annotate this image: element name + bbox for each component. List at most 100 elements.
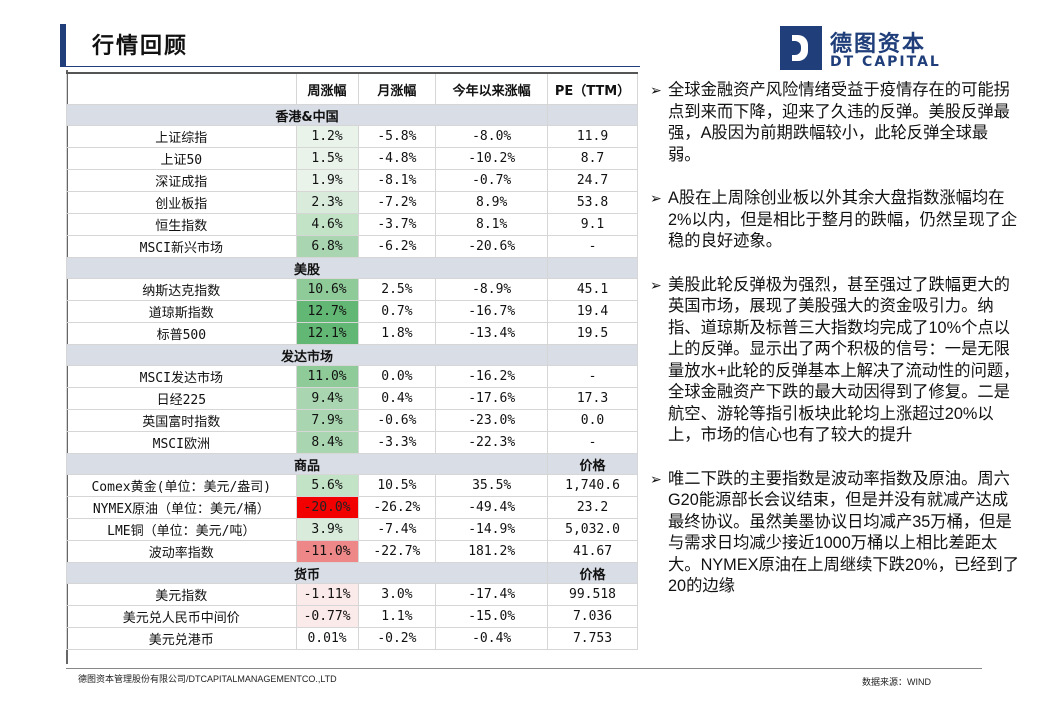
row-ytd-change: -8.0% xyxy=(435,125,549,148)
row-pe-price: 41.67 xyxy=(547,540,638,563)
row-ytd-change: -17.4% xyxy=(435,583,549,606)
row-week-change: 10.6% xyxy=(295,278,359,301)
arrow-icon: ➢ xyxy=(650,82,662,98)
row-month-change: -7.2% xyxy=(357,191,437,214)
logo-en-text: DT CAPITAL xyxy=(830,54,941,70)
row-ytd-change: -14.9% xyxy=(435,518,549,541)
row-ytd-change: -23.0% xyxy=(435,409,549,432)
table-row: 上证50 1.5% -4.8% -10.2% 8.7 xyxy=(66,147,638,170)
row-pe-price: 1,740.6 xyxy=(547,474,638,497)
row-month-change: 0.4% xyxy=(357,387,437,410)
row-month-change: 10.5% xyxy=(357,474,437,497)
row-pe-price: 8.7 xyxy=(547,147,638,170)
table-row: 美元指数 -1.11% 3.0% -17.4% 99.518 xyxy=(66,583,638,606)
section-title: 货币 xyxy=(65,562,549,584)
section-header-row: 香港&中国 xyxy=(65,104,638,126)
section-header-row: 货币 价格 xyxy=(65,562,638,584)
commentary-bullets: ➢ 全球金融资产风险情绪受益于疫情存在的可能拐点到来而下降，迎来了久违的反弹。美股… xyxy=(650,80,1020,620)
row-month-change: 0.7% xyxy=(357,300,437,323)
row-ytd-change: -16.2% xyxy=(435,365,549,388)
table-row: MSCI新兴市场 6.8% -6.2% -20.6% - xyxy=(66,235,638,258)
row-pe-price: 7.753 xyxy=(547,627,638,650)
row-month-change: -3.7% xyxy=(357,213,437,236)
table-row: 英国富时指数 7.9% -0.6% -23.0% 0.0 xyxy=(66,409,638,432)
company-logo: 德图资本 DT CAPITAL xyxy=(780,26,960,72)
row-ytd-change: 8.1% xyxy=(435,213,549,236)
row-pe-price: 19.4 xyxy=(547,300,638,323)
title-underline xyxy=(60,66,640,67)
row-week-change: 1.2% xyxy=(295,125,359,148)
section-price-label xyxy=(547,104,638,126)
table-row: 标普500 12.1% 1.8% -13.4% 19.5 xyxy=(66,322,638,345)
section-header-row: 商品 价格 xyxy=(65,453,638,475)
row-pe-price: 9.1 xyxy=(547,213,638,236)
row-ytd-change: -0.7% xyxy=(435,169,549,192)
section-price-label xyxy=(547,344,638,366)
bullet-text: A股在上周除创业板以外其余大盘指数涨幅均在2%以内，但是相比于整月的跌幅，仍然呈… xyxy=(668,189,1018,250)
footer-source: 数据来源：WIND xyxy=(862,677,931,687)
table-row: 纳斯达克指数 10.6% 2.5% -8.9% 45.1 xyxy=(66,278,638,301)
row-month-change: -5.8% xyxy=(357,125,437,148)
table-row: Comex黄金(单位：美元/盎司) 5.6% 10.5% 35.5% 1,740.6 xyxy=(66,474,638,497)
section-title: 发达市场 xyxy=(65,344,549,366)
row-pe-price: 24.7 xyxy=(547,169,638,192)
table-body: 香港&中国 上证综指 1.2% -5.8% -8.0% 11.9 上证50 1.5% -4.8%… xyxy=(65,104,638,650)
footer-divider xyxy=(66,668,982,669)
row-week-change: -11.0% xyxy=(295,540,359,563)
row-name: 美元兑人民币中间价 xyxy=(66,605,297,628)
row-ytd-change: -49.4% xyxy=(435,496,549,519)
bullet-item: ➢ 唯二下跌的主要指数是波动率指数及原油。周六G20能源部长会议结束，但是并没有就… xyxy=(650,469,1020,598)
row-week-change: -0.77% xyxy=(295,605,359,628)
table-row: 创业板指 2.3% -7.2% 8.9% 53.8 xyxy=(66,191,638,214)
row-pe-price: 7.036 xyxy=(547,605,638,628)
row-ytd-change: -15.0% xyxy=(435,605,549,628)
section-title: 商品 xyxy=(65,453,549,475)
row-name: 波动率指数 xyxy=(66,540,297,563)
row-week-change: 9.4% xyxy=(295,387,359,410)
row-week-change: 5.6% xyxy=(295,474,359,497)
header-month: 月涨幅 xyxy=(357,72,437,105)
table-row: 波动率指数 -11.0% -22.7% 181.2% 41.67 xyxy=(66,540,638,563)
row-pe-price: 5,032.0 xyxy=(547,518,638,541)
row-ytd-change: -22.3% xyxy=(435,431,549,454)
row-week-change: 3.9% xyxy=(295,518,359,541)
bullet-item: ➢ A股在上周除创业板以外其余大盘指数涨幅均在2%以内，但是相比于整月的跌幅，仍然… xyxy=(650,188,1020,253)
row-ytd-change: 35.5% xyxy=(435,474,549,497)
row-week-change: -20.0% xyxy=(295,496,359,519)
table-row: MSCI发达市场 11.0% 0.0% -16.2% - xyxy=(66,365,638,388)
section-price-label: 价格 xyxy=(547,562,638,584)
row-ytd-change: 181.2% xyxy=(435,540,549,563)
table-row: NYMEX原油（单位：美元/桶） -20.0% -26.2% -49.4% 23.2 xyxy=(66,496,638,519)
row-pe-price: 53.8 xyxy=(547,191,638,214)
row-name: NYMEX原油（单位：美元/桶） xyxy=(66,496,297,519)
row-month-change: -8.1% xyxy=(357,169,437,192)
row-name: 日经225 xyxy=(66,387,297,410)
row-pe-price: - xyxy=(547,365,638,388)
page-title: 行情回顾 xyxy=(92,33,189,59)
row-week-change: 4.6% xyxy=(295,213,359,236)
bullet-item: ➢ 美股此轮反弹极为强烈，甚至强过了跌幅更大的英国市场，展现了美股强大的资金吸引力… xyxy=(650,275,1020,447)
arrow-icon: ➢ xyxy=(650,276,662,293)
table-row: 道琼斯指数 12.7% 0.7% -16.7% 19.4 xyxy=(66,300,638,323)
row-name: 创业板指 xyxy=(66,191,297,214)
row-name: 标普500 xyxy=(66,322,297,345)
row-name: MSCI发达市场 xyxy=(66,365,297,388)
row-pe-price: 19.5 xyxy=(547,322,638,345)
row-month-change: 0.0% xyxy=(357,365,437,388)
row-name: 纳斯达克指数 xyxy=(66,278,297,301)
section-price-label xyxy=(547,257,638,279)
row-month-change: -3.3% xyxy=(357,431,437,454)
row-name: 英国富时指数 xyxy=(66,409,297,432)
bullet-text: 唯二下跌的主要指数是波动率指数及原油。周六G20能源部长会议结束，但是并没有就减… xyxy=(668,469,1019,596)
row-pe-price: 23.2 xyxy=(547,496,638,519)
arrow-icon: ➢ xyxy=(650,470,662,487)
header-week: 周涨幅 xyxy=(295,72,359,105)
row-month-change: -22.7% xyxy=(357,540,437,563)
row-month-change: -6.2% xyxy=(357,235,437,258)
row-pe-price: - xyxy=(547,235,638,258)
row-ytd-change: -13.4% xyxy=(435,322,549,345)
section-title: 香港&中国 xyxy=(65,104,549,126)
row-name: 上证50 xyxy=(66,147,297,170)
market-review-table: 周涨幅 月涨幅 今年以来涨幅 PE（TTM） 香港&中国 上证综指 1.2% -5.8… xyxy=(65,72,638,650)
row-month-change: -4.8% xyxy=(357,147,437,170)
